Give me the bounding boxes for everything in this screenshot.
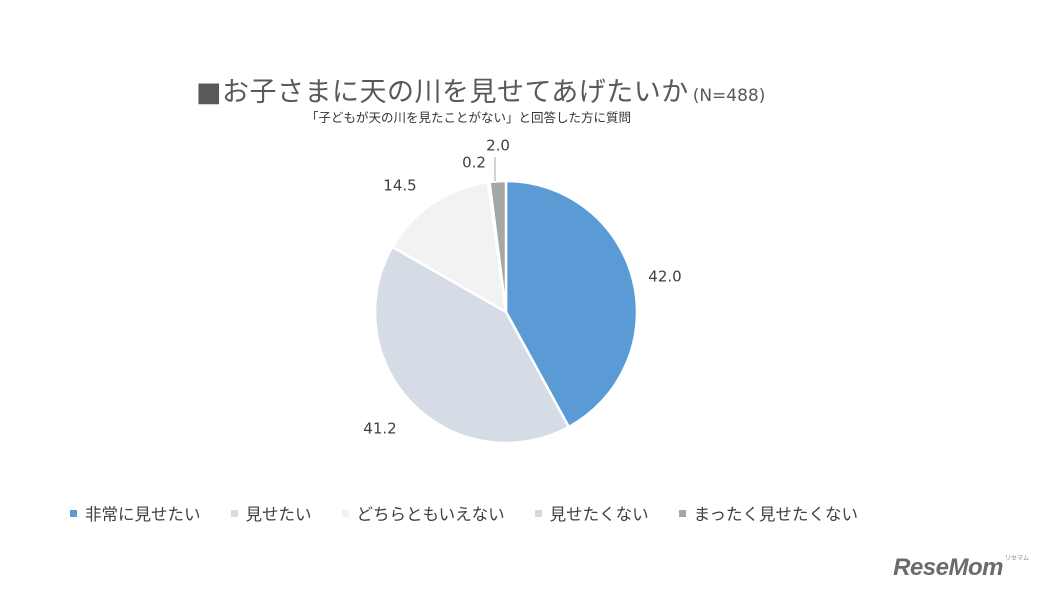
legend-item: 見せたい — [230, 501, 312, 525]
slice-very-much — [504, 179, 639, 429]
chart-sample-size: (N=488) — [692, 86, 766, 106]
legend-label: どちらともいえない — [356, 505, 505, 524]
legend-item: まったく見せたくない — [678, 501, 859, 525]
legend-item: どちらともいえない — [341, 501, 505, 525]
label-dont-want: 0.2 — [462, 154, 486, 172]
chart-legend: 非常に見せたい 見せたい どちらともいえない 見せたくない まったく見せたくない — [70, 501, 888, 525]
slice-not-at-all — [488, 179, 508, 313]
legend-swatch — [230, 509, 238, 517]
logo-text: ReseMom — [893, 554, 1003, 581]
legend-swatch — [70, 509, 77, 517]
chart-title-row: ■お子さまに天の川を見せてあげたいか (N=488) — [196, 70, 765, 110]
chart-title: ■お子さまに天の川を見せてあげたいか — [196, 77, 689, 108]
label-want: 41.2 — [363, 420, 396, 438]
resemom-logo: ReseMom リセマム — [893, 553, 1029, 582]
label-very-much: 42.0 — [648, 268, 681, 286]
logo-small-text: リセマム — [1004, 555, 1029, 562]
legend-label: まったく見せたくない — [693, 505, 859, 524]
legend-item: 非常に見せたい — [70, 501, 201, 525]
chart-subtitle: 「子どもが天の川を見たことがない」と回答した方に質問 — [306, 110, 632, 125]
label-not-at-all: 2.0 — [486, 137, 510, 155]
legend-item: 見せたくない — [534, 501, 649, 525]
slice-neutral — [390, 180, 508, 315]
legend-label: 見せたい — [245, 505, 312, 524]
legend-swatch — [534, 509, 542, 517]
legend-label: 見せたくない — [549, 505, 649, 524]
legend-swatch — [341, 509, 349, 517]
legend-label: 非常に見せたい — [85, 505, 201, 524]
label-neutral: 14.5 — [383, 177, 416, 195]
slice-want — [373, 245, 571, 445]
legend-swatch — [678, 509, 686, 517]
